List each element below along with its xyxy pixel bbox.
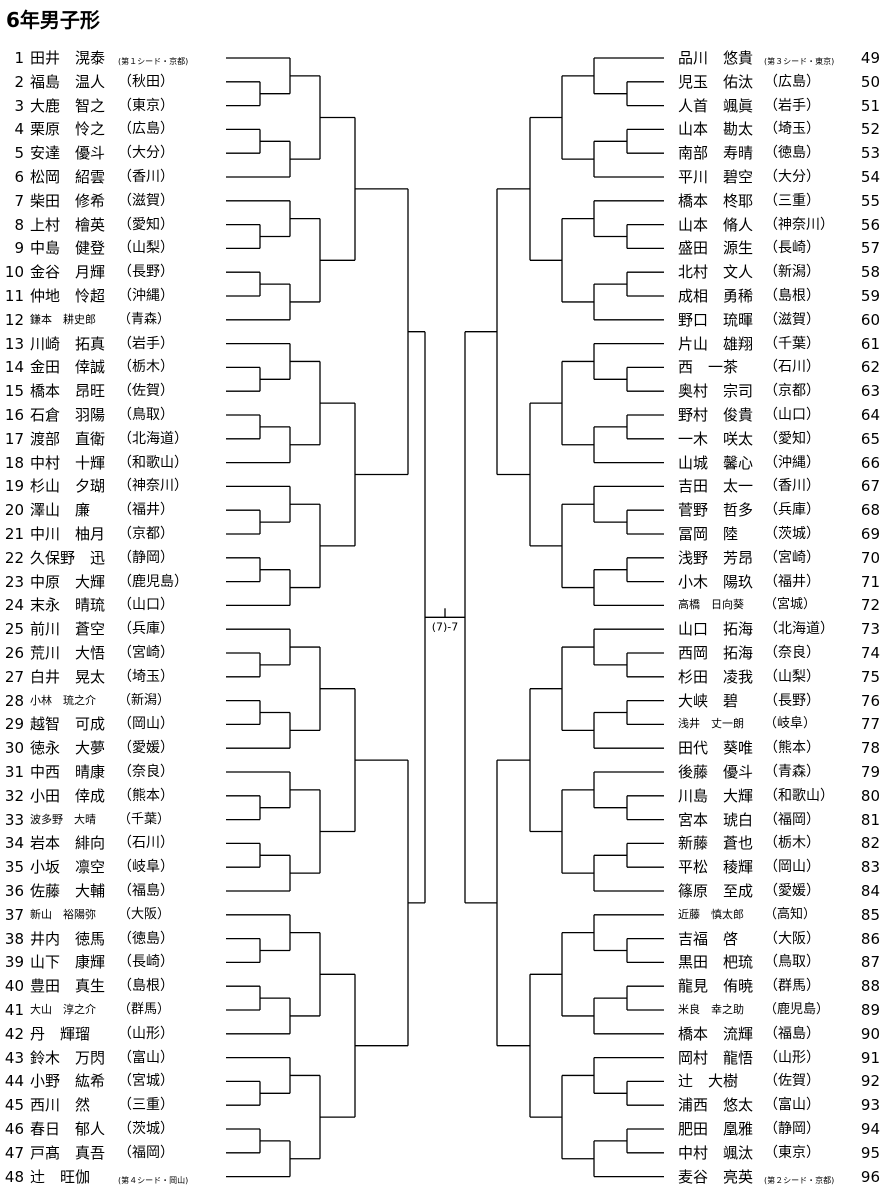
page-title: 6年男子形 [6,8,100,32]
match-label: (7)-7 [432,620,459,633]
